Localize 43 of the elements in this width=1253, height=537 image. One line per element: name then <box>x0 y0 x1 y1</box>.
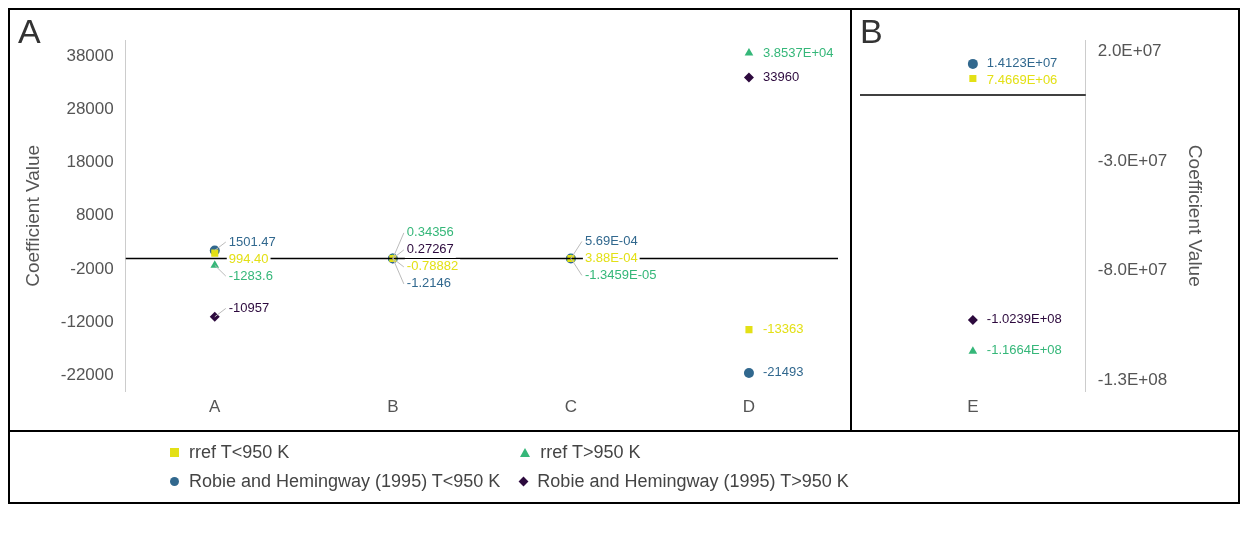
data-label: -1.3459E-05 <box>584 267 657 282</box>
data-label: 1.4123E+07 <box>986 54 1058 70</box>
legend-label: Robie and Hemingway (1995) T>950 K <box>537 471 849 492</box>
data-label: -1.1664E+08 <box>986 342 1062 358</box>
data-label: -0.78882 <box>406 258 459 274</box>
y-tick-label: 8000 <box>75 205 114 225</box>
x-tick-label: E <box>967 397 979 417</box>
y-axis-title: Coefficient Value <box>1185 144 1207 287</box>
y-tick-label: -12000 <box>60 312 114 332</box>
x-tick-label: B <box>387 397 399 417</box>
legend-label: rref T>950 K <box>540 442 641 463</box>
y-tick-label: -8.0E+07 <box>1097 260 1168 280</box>
y-tick-label: 28000 <box>66 98 114 118</box>
data-label: 1501.47 <box>228 233 276 249</box>
data-label: -1.2146 <box>406 275 451 291</box>
y-tick-label: -2000 <box>70 258 114 278</box>
x-tick-label: C <box>564 397 578 417</box>
y-tick-label: 2.0E+07 <box>1097 40 1162 60</box>
y-axis-title: Coefficient Value <box>21 144 43 287</box>
y-tick-label: 38000 <box>66 45 114 65</box>
data-label: 994.40 <box>228 250 269 266</box>
data-label: 3.88E-04 <box>584 250 638 265</box>
x-tick-label: A <box>209 397 222 417</box>
y-tick-label: -1.3E+08 <box>1097 370 1168 390</box>
chart-title: B <box>860 12 883 51</box>
data-label: 7.4669E+06 <box>986 71 1058 87</box>
data-label: -10957 <box>228 300 270 315</box>
data-label: -1.0239E+08 <box>986 310 1062 326</box>
x-tick-label: D <box>742 397 756 417</box>
legend-label: rref T<950 K <box>189 442 290 463</box>
data-label: 3.8537E+04 <box>762 44 834 60</box>
data-label: 33960 <box>762 69 800 85</box>
data-label: -21493 <box>762 364 804 380</box>
data-label: 5.69E-04 <box>584 233 638 248</box>
data-label: -1283.6 <box>228 267 273 283</box>
data-label: -13363 <box>762 321 804 337</box>
data-label: 0.27267 <box>406 241 454 257</box>
y-tick-label: -22000 <box>60 365 114 385</box>
chart-title: A <box>18 12 41 51</box>
data-label: 0.34356 <box>406 224 454 240</box>
y-tick-label: -3.0E+07 <box>1097 150 1168 170</box>
y-tick-label: 18000 <box>66 152 114 172</box>
legend-label: Robie and Hemingway (1995) T<950 K <box>189 471 501 492</box>
